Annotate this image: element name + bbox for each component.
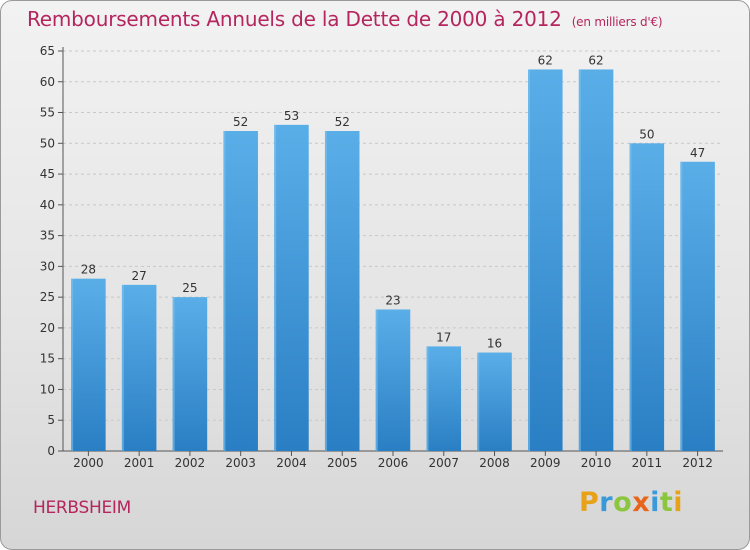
x-tick-label: 2001 [124,456,155,470]
value-label: 28 [81,263,96,277]
y-tick-label: 65 [40,44,55,58]
bar-highlight [121,284,124,451]
bar [172,297,208,451]
x-tick-label: 2006 [378,456,409,470]
bars [71,69,715,452]
bar [528,69,563,451]
value-label: 25 [182,281,197,295]
x-tick-label: 2004 [276,456,307,470]
bar [121,284,157,451]
y-tick-label: 60 [40,75,55,89]
bar-highlight [375,309,378,451]
y-tick-label: 5 [47,413,55,427]
x-tick-label: 2010 [581,456,612,470]
x-tick-label: 2000 [73,456,104,470]
y-tick-label: 25 [40,290,55,304]
bar-highlight [680,161,683,451]
bar [629,143,665,452]
bar [324,131,360,451]
value-label: 62 [538,53,553,67]
bar [274,124,309,451]
bar [578,69,614,451]
value-label: 52 [335,115,350,129]
bar [477,352,512,451]
x-tick-label: 2003 [225,456,256,470]
value-label: 62 [588,53,603,67]
y-tick-label: 20 [40,321,55,335]
y-tick-label: 45 [40,167,55,181]
bar [71,278,106,451]
labels: 28 2000 27 2001 25 2002 52 2003 53 2004 52 2005 23 20… [73,53,713,470]
bar [375,309,411,451]
logo-letter: P [579,487,600,518]
bar-highlight [324,131,327,451]
bar-highlight [528,69,531,451]
bar [680,161,715,451]
bar [223,131,258,451]
x-tick-label: 2011 [632,456,663,470]
x-tick-label: 2009 [530,456,561,470]
x-tick-label: 2007 [428,456,459,470]
value-label: 52 [233,115,248,129]
y-tick-label: 50 [40,136,55,150]
x-tick-label: 2005 [327,456,358,470]
value-label: 23 [385,293,400,307]
x-tick-label: 2008 [479,456,510,470]
y-tick-label: 0 [47,444,55,458]
bar-highlight [172,297,175,451]
bar [426,346,462,451]
value-label: 50 [639,127,654,141]
location-name: HERBSHEIM [33,498,131,518]
value-label: 27 [132,269,147,283]
bar-highlight [477,352,480,451]
y-tick-label: 15 [40,352,55,366]
y-tick-label: 55 [40,106,55,120]
logo-letter: x [632,487,651,518]
y-tick-label: 35 [40,229,55,243]
logo-letter: r [599,487,614,518]
logo-letter: i [650,487,660,518]
bar-highlight [426,346,429,451]
bar-highlight [629,143,632,452]
bar-highlight [274,124,277,451]
bar-highlight [578,69,581,451]
chart-unit: (en milliers d'€) [571,15,663,29]
value-label: 16 [487,337,502,351]
y-tick-label: 10 [40,382,55,396]
value-label: 17 [436,330,451,344]
x-tick-label: 2002 [175,456,206,470]
bar-highlight [223,131,226,451]
x-tick-label: 2012 [682,456,713,470]
logo-letter: i [673,487,684,518]
value-label: 47 [690,146,705,160]
chart-title: Remboursements Annuels de la Dette de 20… [27,7,663,31]
logo-letter: t [659,487,674,518]
logo-letter: o [613,487,633,518]
proxiti-logo: Proxiti [579,487,683,518]
chart-title-text: Remboursements Annuels de la Dette de 20… [27,7,562,31]
y-tick-label: 30 [40,259,55,273]
value-label: 53 [284,109,299,123]
y-tick-label: 40 [40,198,55,212]
bar-highlight [71,278,74,451]
